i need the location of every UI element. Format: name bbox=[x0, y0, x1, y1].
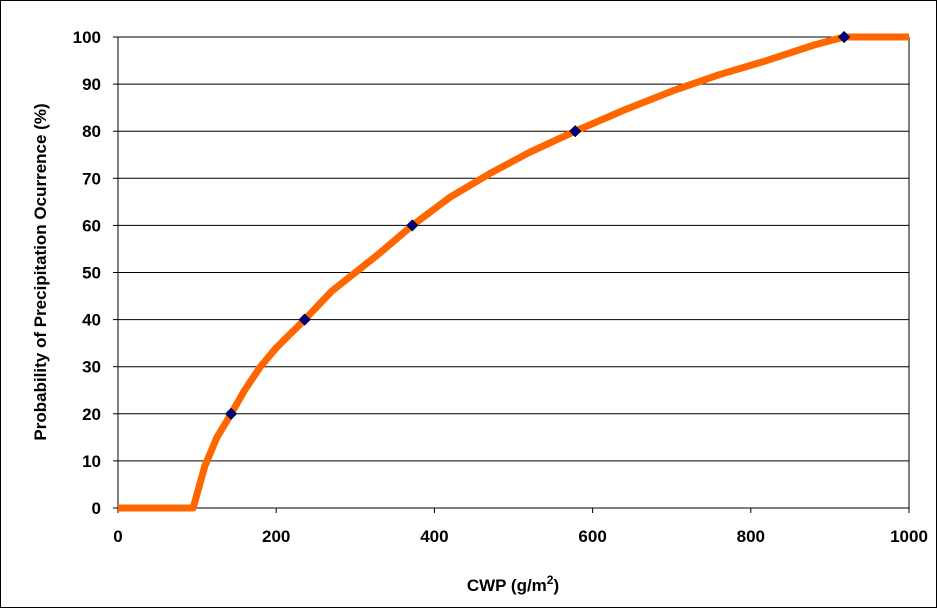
data-point-marker bbox=[838, 30, 851, 44]
x-axis-title-main: CWP (g/m bbox=[467, 576, 547, 595]
y-tick-label: 100 bbox=[73, 28, 101, 47]
x-tick-label: 1000 bbox=[890, 527, 928, 546]
y-axis-title: Probability of Precipitation Ocurrence (… bbox=[31, 103, 50, 440]
plot-area bbox=[113, 30, 910, 513]
x-axis-title: CWP (g/m2) bbox=[467, 573, 559, 595]
series-line-curve bbox=[118, 33, 909, 512]
x-tick-label: 600 bbox=[578, 527, 606, 546]
y-tick-label: 10 bbox=[82, 452, 101, 471]
data-point-marker bbox=[569, 125, 582, 138]
x-axis-title-superscript: 2 bbox=[547, 573, 554, 587]
y-tick-label: 80 bbox=[82, 122, 101, 141]
y-tick-label: 30 bbox=[82, 358, 101, 377]
x-tick-labels: 0 200 400 600 800 1000 bbox=[113, 527, 928, 546]
y-tick-label: 70 bbox=[82, 169, 101, 188]
series-layer bbox=[118, 30, 909, 512]
y-tick-label: 60 bbox=[82, 216, 101, 235]
x-tick-label: 0 bbox=[113, 527, 122, 546]
y-tick-label: 90 bbox=[82, 75, 101, 94]
y-tick-label: 20 bbox=[82, 405, 101, 424]
x-tick-label: 800 bbox=[737, 527, 765, 546]
data-point-marker bbox=[225, 407, 238, 420]
data-point-marker bbox=[298, 313, 311, 326]
data-point-marker bbox=[406, 219, 419, 232]
y-tick-labels: 0 10 20 30 40 50 60 70 80 90 100 bbox=[73, 28, 101, 518]
axes bbox=[113, 36, 910, 513]
y-tick-label: 50 bbox=[82, 264, 101, 283]
y-tick-label: 40 bbox=[82, 311, 101, 330]
x-tick-label: 200 bbox=[262, 527, 290, 546]
x-tick-label: 400 bbox=[420, 527, 448, 546]
x-axis-title-suffix: ) bbox=[553, 576, 559, 595]
y-tick-label: 0 bbox=[92, 499, 101, 518]
